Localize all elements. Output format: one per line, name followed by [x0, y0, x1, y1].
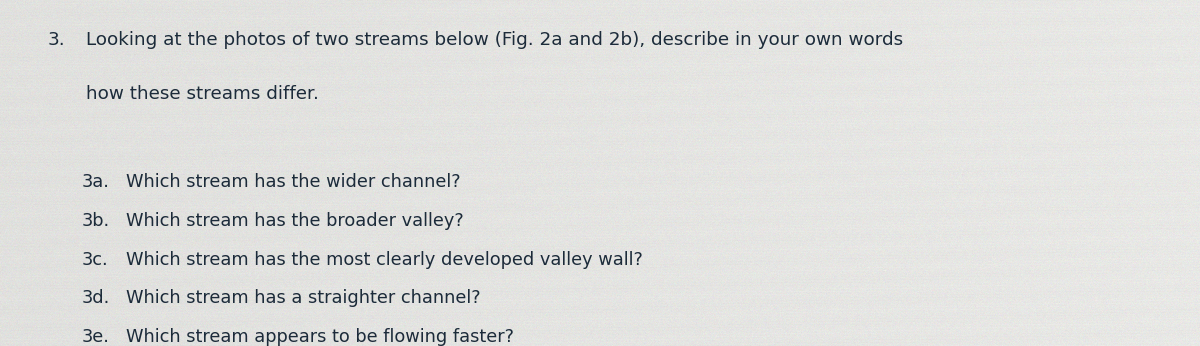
Text: Which stream has the wider channel?: Which stream has the wider channel? [126, 173, 461, 191]
Text: Looking at the photos of two streams below (Fig. 2a and 2b), describe in your ow: Looking at the photos of two streams bel… [86, 31, 904, 49]
Text: 3.: 3. [48, 31, 66, 49]
Text: 3e.: 3e. [82, 328, 109, 346]
Text: how these streams differ.: how these streams differ. [86, 85, 319, 103]
Text: 3c.: 3c. [82, 251, 108, 268]
Text: Which stream appears to be flowing faster?: Which stream appears to be flowing faste… [126, 328, 514, 346]
Text: Which stream has a straighter channel?: Which stream has a straighter channel? [126, 289, 481, 307]
Text: Which stream has the broader valley?: Which stream has the broader valley? [126, 212, 463, 230]
Text: 3b.: 3b. [82, 212, 109, 230]
Text: 3d.: 3d. [82, 289, 110, 307]
Text: Which stream has the most clearly developed valley wall?: Which stream has the most clearly develo… [126, 251, 643, 268]
Text: 3a.: 3a. [82, 173, 109, 191]
